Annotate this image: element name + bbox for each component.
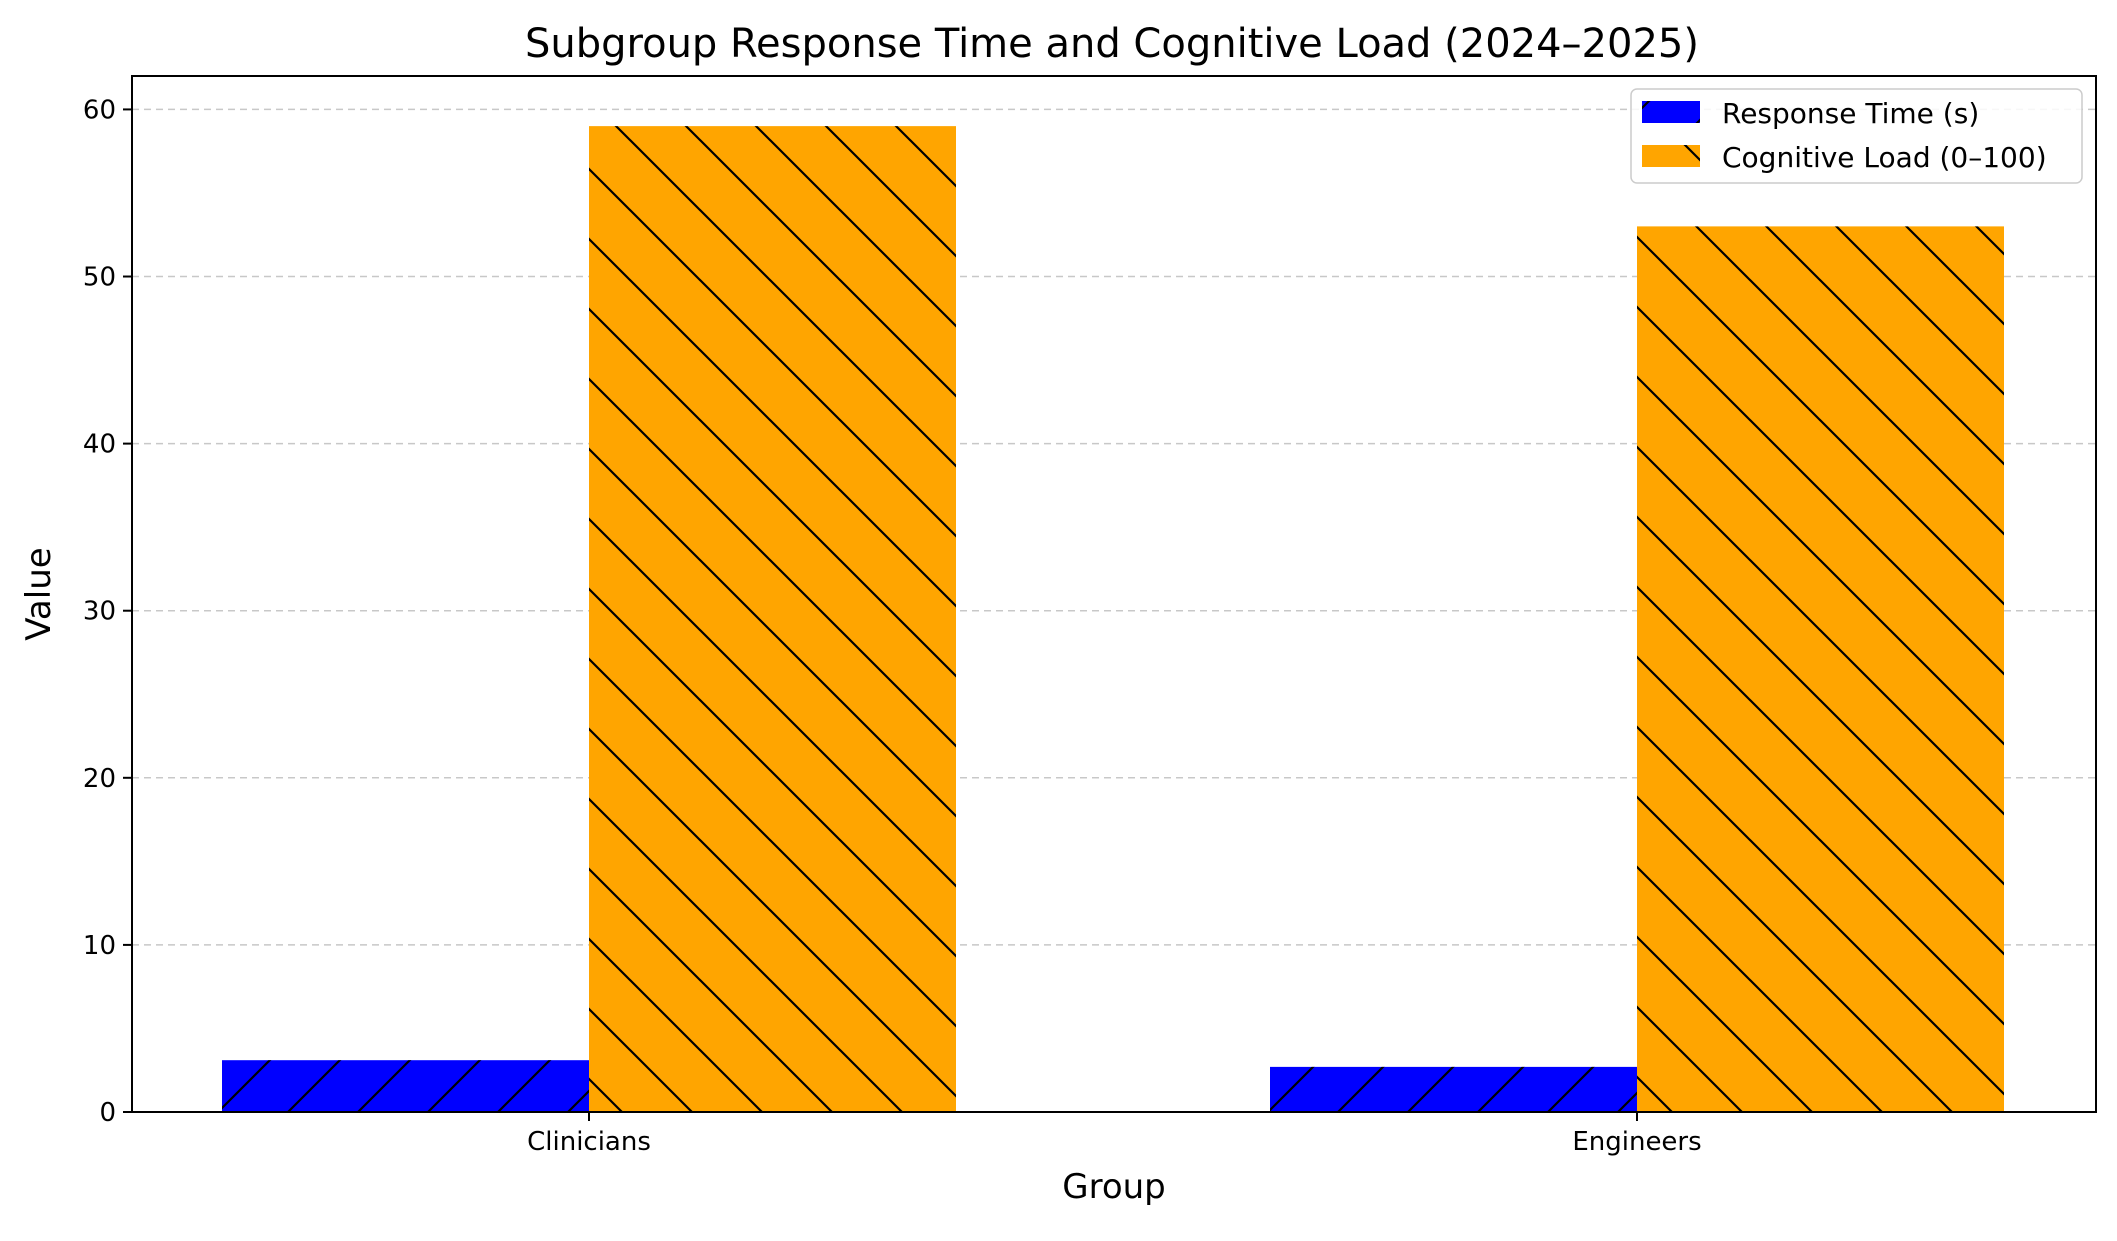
- bar-hatch-engineers-series-2: [1637, 226, 2004, 1113]
- legend-swatch-cognitive-load-hatch: [1642, 145, 1700, 167]
- y-tick-label: 40: [83, 430, 116, 460]
- y-axis-ticks: 0 10 20 30 40 50 60: [83, 95, 132, 1128]
- legend: Response Time (s) Cognitive Load (0–100): [1630, 88, 2083, 184]
- legend-swatch-response-time-hatch: [1642, 101, 1700, 123]
- x-tick-label: Clinicians: [527, 1127, 651, 1157]
- x-axis-label: Group: [1062, 1167, 1166, 1207]
- legend-label-response-time: Response Time (s): [1722, 97, 1979, 130]
- x-tick-label: Engineers: [1572, 1127, 1701, 1157]
- plot-frame: [131, 75, 2097, 1113]
- y-tick-label: 60: [83, 95, 116, 125]
- legend-frame: [1630, 88, 2083, 184]
- y-axis-label: Value: [19, 547, 59, 640]
- bar-hatch-clinicians-series-1: [222, 1060, 589, 1112]
- y-tick-label: 50: [83, 263, 116, 293]
- y-tick-label: 30: [83, 597, 116, 627]
- y-tick-label: 10: [83, 931, 116, 961]
- y-tick-label: 0: [99, 1098, 116, 1128]
- chart-title: Subgroup Response Time and Cognitive Loa…: [525, 21, 1699, 67]
- legend-label-cognitive-load: Cognitive Load (0–100): [1722, 141, 2047, 174]
- x-axis-ticks: Clinicians Engineers: [527, 1112, 1702, 1157]
- bar-hatch-clinicians-series-2: [589, 126, 956, 1113]
- bar-hatch-engineers-series-1: [1270, 1066, 1637, 1112]
- y-tick-label: 20: [83, 764, 116, 794]
- bars: [222, 126, 2004, 1113]
